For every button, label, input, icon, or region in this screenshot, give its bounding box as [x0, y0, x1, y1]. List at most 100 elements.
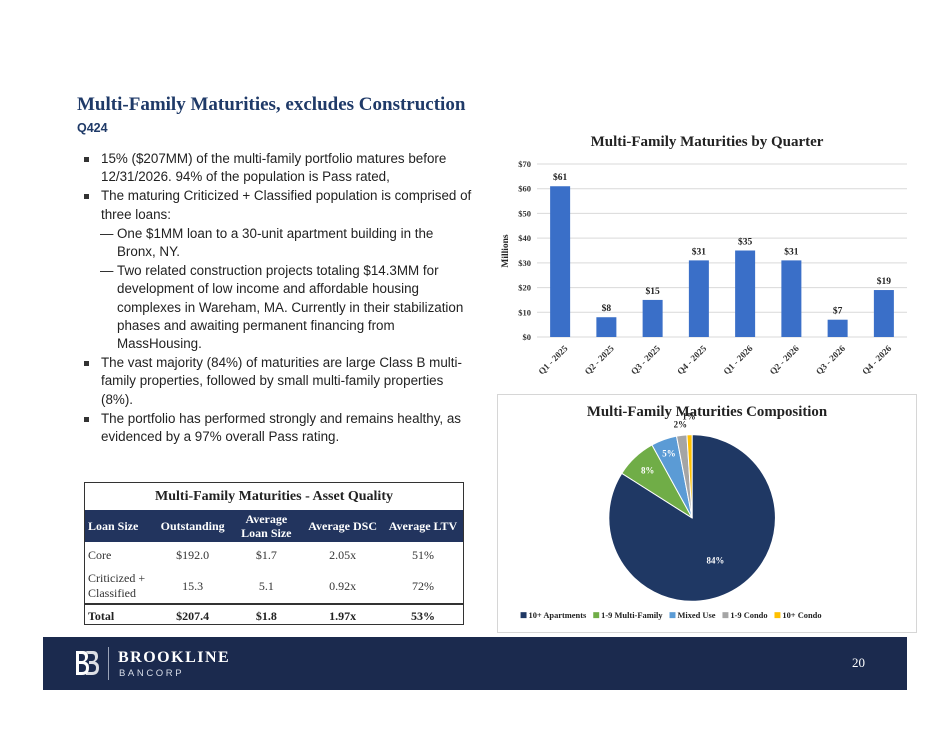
footer-bar: BROOKLINE BANCORP 20 [43, 637, 907, 690]
table-total-row: Total $207.4 $1.8 1.97x 53% [85, 604, 463, 627]
data-label: $35 [738, 237, 753, 248]
data-label: 1% [682, 411, 695, 421]
bullet-item: The vast majority (84%) of maturities ar… [84, 354, 474, 409]
sub-bullet-item: — One $1MM loan to a 30-unit apartment bu… [84, 225, 474, 261]
y-tick-label: $20 [518, 283, 531, 293]
bullet-square-icon [84, 194, 89, 199]
bar [828, 320, 848, 337]
bullet-text: The maturing Criticized + Classified pop… [101, 188, 471, 221]
page-number: 20 [852, 655, 865, 671]
data-label: $19 [877, 276, 892, 287]
bar-chart: Multi-Family Maturities by Quarter $0 $10 $… [497, 124, 917, 384]
table-row: Core $192.0 $1.7 2.05x 51% [85, 542, 463, 569]
data-label: $31 [692, 246, 707, 257]
legend-label: 10+ Condo [782, 610, 821, 620]
sub-bullet-item: — Two related construction projects total… [84, 262, 474, 353]
pie-chart: Multi-Family Maturities Composition 84% 8%… [497, 394, 917, 633]
table-row: Criticized + Classified 15.3 5.1 0.92x 7… [85, 569, 463, 604]
brand-subname: BANCORP [119, 668, 184, 679]
x-tick-label: Q1 - 2026 [721, 343, 755, 377]
bullet-item: The portfolio has performed strongly and… [84, 410, 474, 446]
table-cell: Core [85, 542, 155, 569]
x-tick-label: Q3 - 2026 [814, 343, 848, 377]
table-cell: $192.0 [155, 542, 230, 569]
slide-subtitle: Q424 [77, 121, 108, 135]
data-label: 5% [662, 449, 675, 459]
data-label: $31 [784, 246, 799, 257]
legend-label: 1-9 Multi-Family [601, 610, 663, 620]
legend-swatch [774, 612, 780, 618]
bullet-item: 15% ($207MM) of the multi-family portfol… [84, 150, 474, 186]
y-tick-label: $0 [523, 332, 532, 342]
legend-label: 1-9 Condo [730, 610, 767, 620]
bullet-list: 15% ($207MM) of the multi-family portfol… [84, 150, 474, 447]
slide-title: Multi-Family Maturities, excludes Constr… [77, 94, 465, 116]
table-cell: 2.05x [302, 542, 383, 569]
table-header-cell: Average DSC [302, 510, 383, 542]
bar [596, 317, 616, 337]
bar [781, 260, 801, 337]
table-cell: 72% [383, 569, 463, 604]
table-cell: $1.8 [230, 604, 302, 627]
bar [689, 260, 709, 337]
x-tick-label: Q2 - 2026 [768, 343, 802, 377]
table-cell: $1.7 [230, 542, 302, 569]
table-cell: 53% [383, 604, 463, 627]
table-cell: 0.92x [302, 569, 383, 604]
data-label: $61 [553, 172, 568, 183]
bullet-square-icon [84, 157, 89, 162]
table-cell: 1.97x [302, 604, 383, 627]
sub-bullet-text: One $1MM loan to a 30-unit apartment bui… [117, 226, 433, 259]
y-tick-label: $70 [518, 159, 531, 169]
bullet-text: The vast majority (84%) of maturities ar… [101, 355, 462, 406]
x-tick-label: Q3 - 2025 [629, 343, 663, 377]
table-cell: 51% [383, 542, 463, 569]
x-tick-label: Q2 - 2025 [583, 343, 617, 377]
table-header-cell: Average LTV [383, 510, 463, 542]
y-tick-label: $30 [518, 258, 531, 268]
x-tick-label: Q1 - 2025 [536, 343, 570, 377]
chart-title: Multi-Family Maturities Composition [587, 404, 828, 420]
logo-divider [108, 647, 109, 680]
bar [735, 251, 755, 338]
dash-icon: — [100, 225, 113, 243]
bar [550, 186, 570, 337]
x-tick-label: Q4 - 2026 [860, 343, 894, 377]
y-axis-label: Millions [501, 234, 511, 268]
bullet-square-icon [84, 361, 89, 366]
legend-label: 10+ Apartments [529, 610, 588, 620]
data-label: $15 [646, 286, 661, 297]
table-header-row: Loan Size Outstanding Average Loan Size … [85, 510, 463, 542]
y-tick-label: $40 [518, 233, 531, 243]
table-cell: Criticized + Classified [85, 569, 155, 604]
chart-title: Multi-Family Maturities by Quarter [591, 134, 824, 150]
data-label: 84% [706, 555, 724, 565]
bullet-item: The maturing Criticized + Classified pop… [84, 187, 474, 223]
y-tick-label: $50 [518, 208, 531, 218]
data-label: $7 [833, 306, 843, 317]
y-tick-label: $10 [518, 307, 531, 317]
brand-name: BROOKLINE [118, 649, 230, 667]
bullet-text: 15% ($207MM) of the multi-family portfol… [101, 151, 446, 184]
x-tick-label: Q4 - 2025 [675, 343, 709, 377]
table-header-cell: Average Loan Size [230, 510, 302, 542]
sub-bullet-text: Two related construction projects totali… [117, 263, 463, 351]
legend-label: Mixed Use [677, 610, 715, 620]
legend-swatch [521, 612, 527, 618]
data-label: 8% [641, 466, 654, 476]
table-header-cell: Outstanding [155, 510, 230, 542]
y-tick-label: $60 [518, 184, 531, 194]
bar [874, 290, 894, 337]
asset-quality-table: Multi-Family Maturities - Asset Quality … [84, 482, 464, 625]
table-cell: 5.1 [230, 569, 302, 604]
table-cell: 15.3 [155, 569, 230, 604]
legend-swatch [722, 612, 728, 618]
bullet-text: The portfolio has performed strongly and… [101, 411, 461, 444]
table-title: Multi-Family Maturities - Asset Quality [85, 483, 463, 510]
table-header-cell: Loan Size [85, 510, 155, 542]
bullet-square-icon [84, 417, 89, 422]
legend-swatch [670, 612, 676, 618]
legend-swatch [593, 612, 599, 618]
bar [643, 300, 663, 337]
data-label: $8 [602, 303, 612, 314]
